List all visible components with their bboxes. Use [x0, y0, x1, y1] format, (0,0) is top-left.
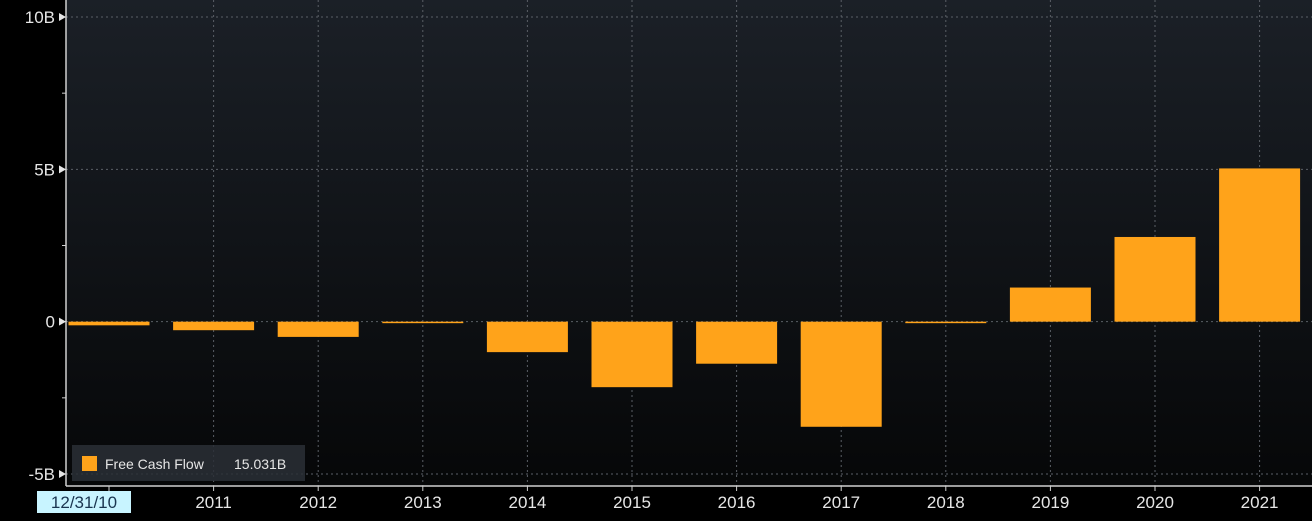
- y-axis: 10B 5B 0 -5B: [25, 0, 67, 486]
- bar: [68, 321, 150, 326]
- bar: [173, 321, 255, 331]
- bars-series-free-cash-flow: [68, 168, 1301, 427]
- x-tick-label: 2018: [927, 493, 965, 512]
- y-tick-label: 0: [46, 313, 55, 332]
- y-tick-label: 5B: [34, 160, 55, 179]
- x-tick-label: 2015: [613, 493, 651, 512]
- x-tick-label: 2019: [1031, 493, 1069, 512]
- bar: [800, 321, 882, 427]
- y-tick-label: -5B: [29, 465, 55, 484]
- x-tick-label: 2014: [508, 493, 546, 512]
- legend-series-label: Free Cash Flow: [105, 456, 205, 472]
- x-tick-label: 2016: [718, 493, 756, 512]
- bar: [591, 321, 673, 388]
- x-tick-label: 2017: [822, 493, 860, 512]
- legend-value-label: 15.031B: [234, 456, 286, 472]
- bar: [696, 321, 778, 364]
- legend: Free Cash Flow 15.031B: [72, 445, 305, 481]
- x-tick-label: 2020: [1136, 493, 1174, 512]
- plot-area: [66, 0, 1312, 486]
- legend-box: [72, 445, 305, 481]
- x-tick-label: 2012: [299, 493, 337, 512]
- x-label-highlight: [37, 491, 131, 513]
- legend-swatch: [82, 456, 97, 471]
- bar: [382, 321, 464, 324]
- y-tick-marker: [59, 13, 66, 21]
- x-tick-label: 12/31/10: [51, 493, 117, 512]
- vertical-gridlines: [213, 0, 1261, 486]
- x-tick-label: 2011: [195, 493, 232, 512]
- y-tick-marker: [59, 470, 66, 478]
- bar: [1114, 236, 1196, 322]
- bar: [486, 321, 568, 353]
- bar: [1219, 168, 1301, 322]
- bar: [277, 321, 359, 337]
- x-axis: 12/31/10 2011 2012 2013 2014 2015 2016 2017 2018…: [37, 485, 1312, 513]
- bar: [1009, 287, 1091, 322]
- y-tick-marker: [59, 317, 66, 326]
- y-tick-label: 10B: [25, 8, 55, 27]
- x-tick-label: 2013: [404, 493, 442, 512]
- bar: [905, 321, 987, 324]
- x-tick-label: 2021: [1241, 493, 1279, 512]
- y-tick-marker: [59, 165, 66, 174]
